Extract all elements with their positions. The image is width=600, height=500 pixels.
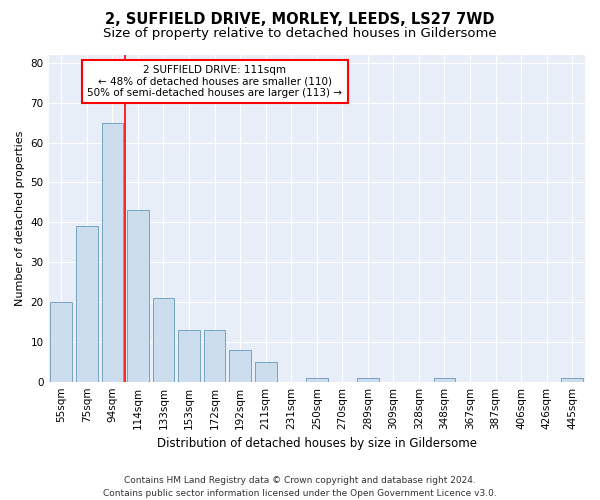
Text: Contains HM Land Registry data © Crown copyright and database right 2024.
Contai: Contains HM Land Registry data © Crown c…: [103, 476, 497, 498]
Bar: [178, 330, 200, 382]
Bar: [101, 122, 123, 382]
Bar: [229, 350, 251, 382]
Text: Size of property relative to detached houses in Gildersome: Size of property relative to detached ho…: [103, 28, 497, 40]
Bar: [76, 226, 98, 382]
X-axis label: Distribution of detached houses by size in Gildersome: Distribution of detached houses by size …: [157, 437, 477, 450]
Text: 2, SUFFIELD DRIVE, MORLEY, LEEDS, LS27 7WD: 2, SUFFIELD DRIVE, MORLEY, LEEDS, LS27 7…: [105, 12, 495, 28]
Bar: [255, 362, 277, 382]
Bar: [50, 302, 72, 382]
Bar: [562, 378, 583, 382]
Bar: [306, 378, 328, 382]
Bar: [357, 378, 379, 382]
Bar: [204, 330, 226, 382]
Y-axis label: Number of detached properties: Number of detached properties: [15, 130, 25, 306]
Bar: [434, 378, 455, 382]
Text: 2 SUFFIELD DRIVE: 111sqm
← 48% of detached houses are smaller (110)
50% of semi-: 2 SUFFIELD DRIVE: 111sqm ← 48% of detach…: [88, 65, 343, 98]
Bar: [127, 210, 149, 382]
Bar: [152, 298, 175, 382]
